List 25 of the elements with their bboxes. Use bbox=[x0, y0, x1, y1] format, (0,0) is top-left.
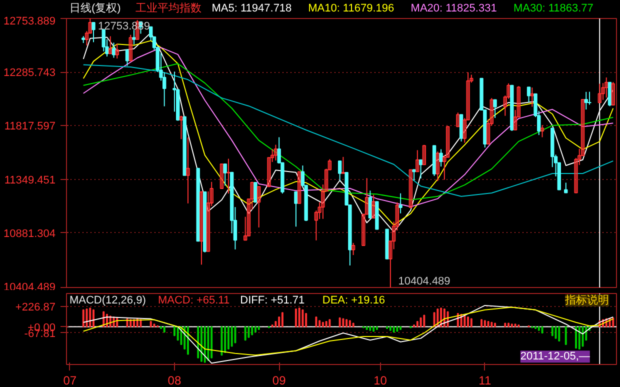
text: MA10: 11679.196 bbox=[308, 2, 394, 14]
chart-subtitle: 工业平均指数 bbox=[135, 2, 202, 14]
x-tick-label: 08 bbox=[168, 374, 182, 387]
x-tick-label: 07 bbox=[63, 374, 77, 387]
ref-line-label: 2011-12-05,— bbox=[520, 350, 590, 363]
y-tick-label: 11817.597 bbox=[4, 120, 56, 133]
chart-title: 日线(复权) bbox=[70, 2, 121, 14]
text: MA20: 11825.331 bbox=[410, 2, 497, 14]
y-tick-label: -67.81 bbox=[24, 328, 56, 340]
text: DIFF: +51.71 bbox=[240, 294, 305, 306]
annotation: 指标说明 bbox=[564, 294, 610, 306]
y-tick-label: 11349.451 bbox=[4, 174, 56, 186]
chart-title: MACD(12,26,9) bbox=[69, 294, 146, 306]
series-label: MACD: +65.11 bbox=[158, 294, 230, 306]
text: MA30: 11863.77 bbox=[513, 2, 594, 14]
x-tick-label: 09 bbox=[272, 374, 286, 387]
y-tick-label: 12285.743 bbox=[4, 67, 56, 80]
y-tick-label: 12753.889 bbox=[4, 16, 56, 28]
y-tick-label: +226.87 bbox=[15, 302, 56, 314]
x-tick-label: 10 bbox=[374, 374, 388, 387]
annotation: 10404.489 bbox=[398, 276, 450, 288]
text: MA5: 11947.718 bbox=[212, 2, 292, 14]
y-tick-label: 10881.304 bbox=[4, 228, 56, 240]
text: DEA: +19.16 bbox=[322, 294, 386, 306]
x-tick-label: 11 bbox=[478, 374, 492, 387]
